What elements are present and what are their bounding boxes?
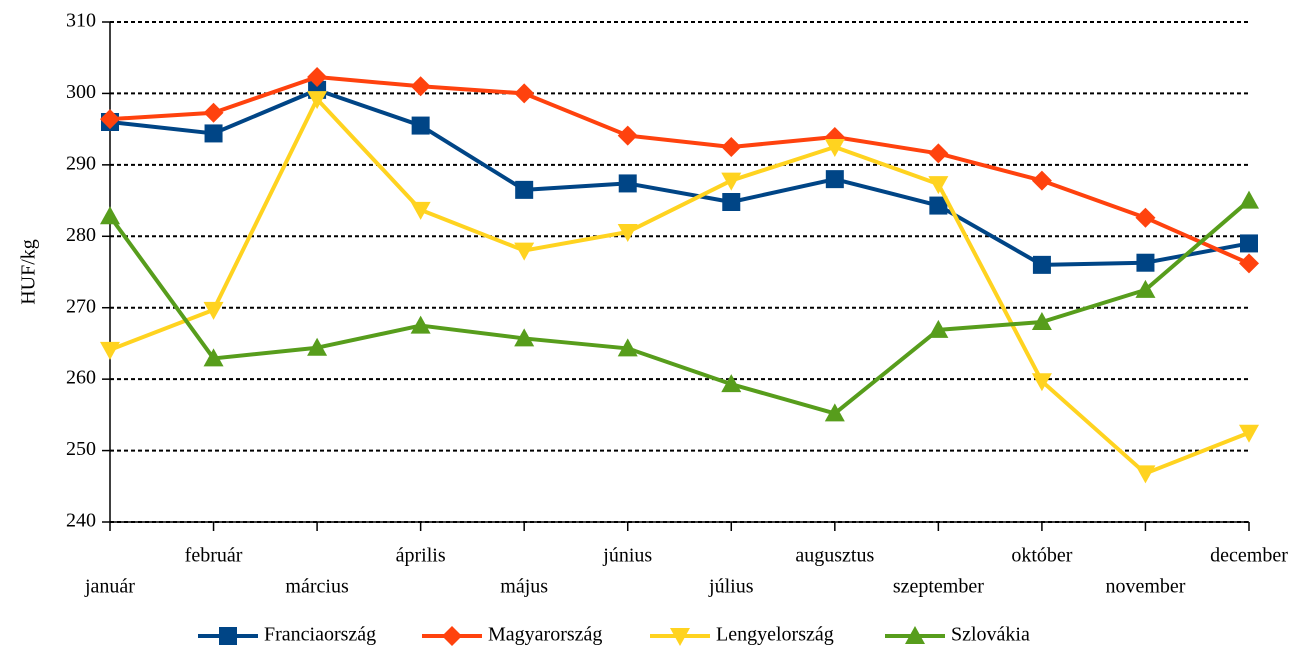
marker [411,116,430,135]
marker [722,193,741,211]
x-tick-label: január [84,576,135,598]
marker [617,125,638,146]
x-tick-label: július [708,576,754,598]
marker [721,374,742,393]
x-tick-label: november [1105,576,1185,598]
marker [1135,207,1156,228]
marker [1031,170,1052,191]
marker [410,76,431,97]
legend-marker [219,627,237,645]
marker [1136,253,1155,272]
y-tick-label: 290 [66,152,96,174]
marker [721,172,742,191]
x-tick-label: március [285,576,349,598]
marker [1239,253,1259,274]
y-tick-label: 300 [66,81,96,103]
marker [515,180,534,199]
marker [203,301,224,320]
y-tick-label: 310 [66,10,96,32]
x-tick-label: szeptember [893,576,984,598]
x-tick-label: október [1011,545,1072,567]
marker [307,67,328,87]
marker [1031,312,1052,330]
x-tick-label: február [185,545,243,567]
legend-label: Szlovákia [951,624,1030,646]
marker [410,201,431,220]
x-tick-label: augusztus [795,545,874,567]
x-tick-label: december [1210,545,1288,567]
series-line [109,75,1250,266]
x-tick-label: április [396,545,446,567]
y-tick-label: 240 [66,510,96,532]
marker [1239,424,1259,443]
y-tick-label: 270 [66,295,96,317]
marker [1135,465,1156,484]
marker [721,137,742,157]
y-tick-label: 250 [66,438,96,460]
marker [204,124,223,143]
series-line [109,97,1250,476]
marker [1031,373,1052,392]
marker [307,337,328,356]
marker [307,91,328,110]
marker [100,109,120,130]
legend-marker [670,628,690,646]
marker [1240,234,1258,253]
marker [824,139,845,157]
marker [514,328,535,347]
marker [203,102,224,123]
y-tick-label: 260 [66,367,96,389]
series-line [109,87,1250,267]
marker [410,315,431,334]
legend-label: Magyarország [488,624,602,646]
marker [928,319,949,338]
marker [929,196,948,215]
series-line [108,199,1251,416]
marker [1239,190,1259,209]
marker [928,143,949,164]
marker [928,176,949,195]
marker [203,348,224,367]
x-tick-label: május [500,576,548,598]
y-axis-label: HUF/kg [18,239,40,305]
legend-marker [905,626,925,644]
legend-label: Lengyelország [716,624,834,646]
marker [1032,255,1051,274]
marker [617,338,638,357]
marker [514,83,535,104]
marker [825,170,844,189]
marker [1135,279,1156,298]
x-tick-label: június [602,545,652,567]
marker [824,403,845,422]
legend-label: Franciaország [264,624,376,646]
marker [100,206,120,225]
legend-marker [442,626,462,646]
marker [100,341,120,360]
y-tick-label: 280 [66,224,96,246]
marker [618,174,637,193]
marker [617,224,638,242]
marker [514,242,535,261]
